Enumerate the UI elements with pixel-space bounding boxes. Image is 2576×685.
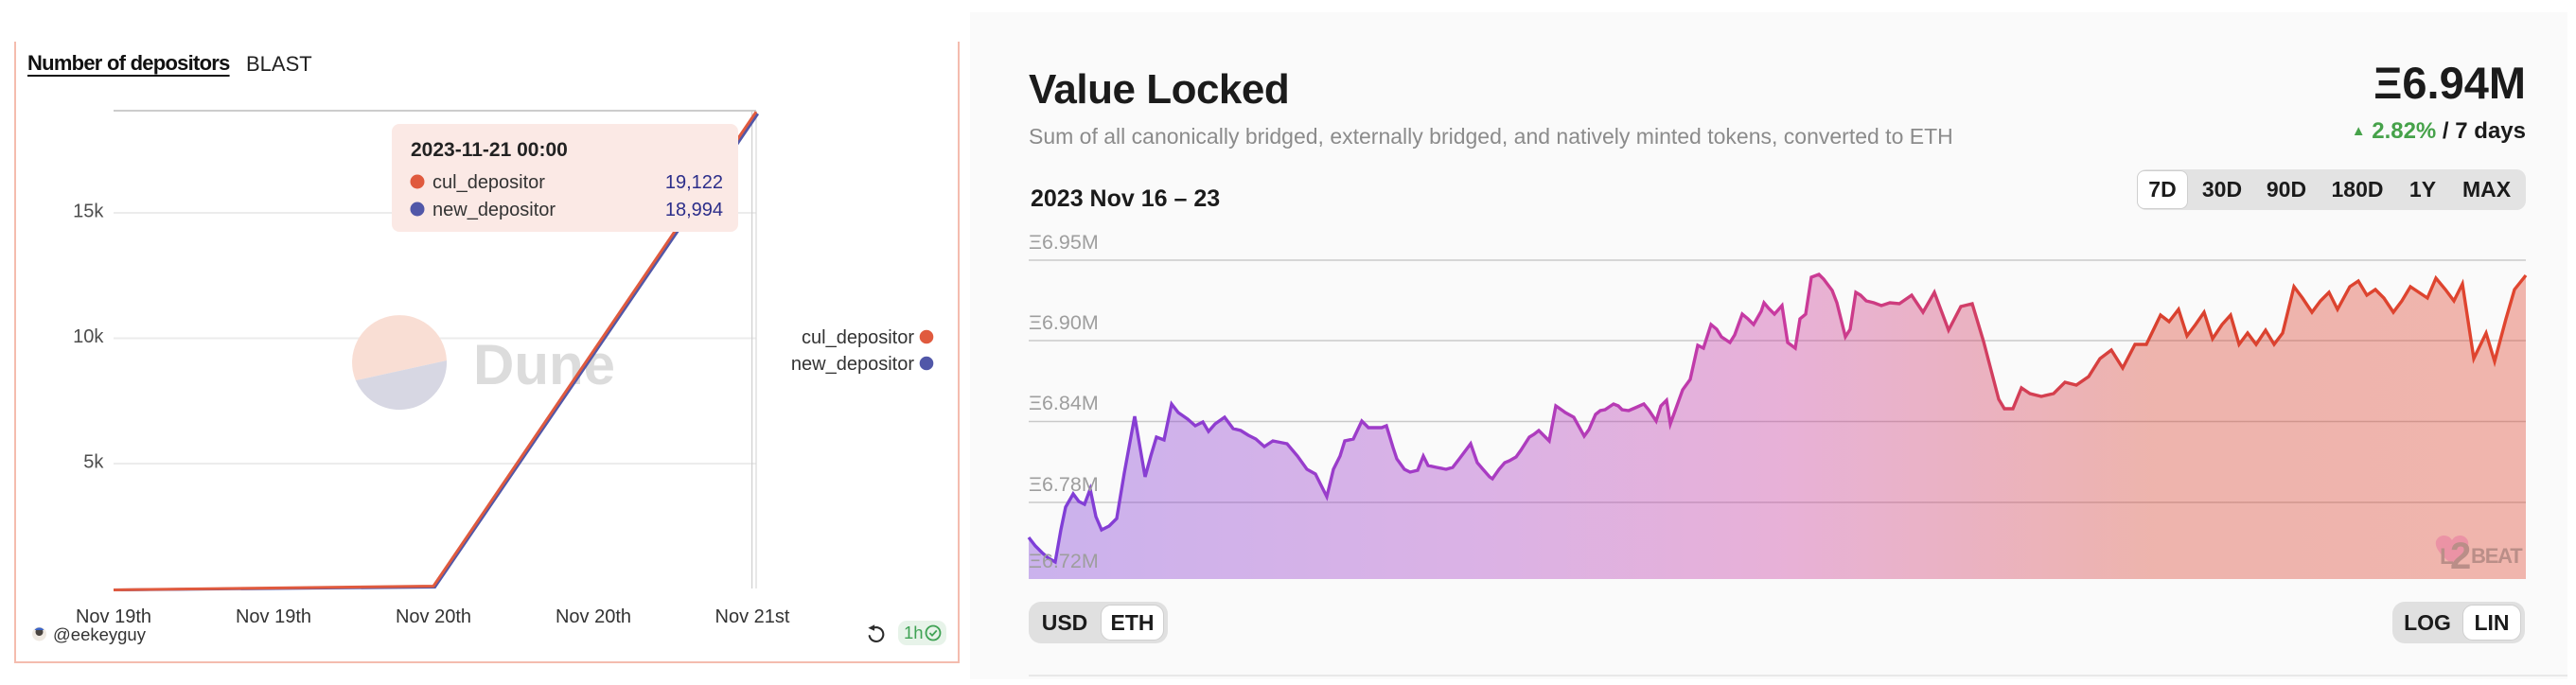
svg-text:Ξ6.95M: Ξ6.95M <box>1029 231 1099 254</box>
svg-text:5k: 5k <box>83 452 104 473</box>
svg-text:Dune: Dune <box>473 333 615 396</box>
svg-text:10k: 10k <box>73 326 104 347</box>
svg-text:Nov 20th: Nov 20th <box>396 606 471 627</box>
svg-text:new_depositor: new_depositor <box>432 200 556 220</box>
svg-text:Nov 19th: Nov 19th <box>236 606 311 627</box>
svg-text:18,994: 18,994 <box>665 200 723 220</box>
svg-text:Nov 21st: Nov 21st <box>715 606 790 627</box>
svg-text:15k: 15k <box>73 201 104 221</box>
svg-text:Nov 20th: Nov 20th <box>556 606 631 627</box>
svg-text:1h: 1h <box>904 623 924 642</box>
svg-text:BEAT: BEAT <box>2471 544 2523 568</box>
svg-text:new_depositor: new_depositor <box>791 354 914 375</box>
svg-text:Ξ6.72M: Ξ6.72M <box>1029 550 1099 572</box>
svg-text:Ξ6.84M: Ξ6.84M <box>1029 392 1099 414</box>
svg-text:Ξ6.78M: Ξ6.78M <box>1029 473 1099 496</box>
svg-text:Ξ6.90M: Ξ6.90M <box>1029 311 1099 334</box>
svg-text:L: L <box>2440 544 2454 570</box>
svg-text:@eekeyguy: @eekeyguy <box>53 624 147 644</box>
svg-text:cul_depositor: cul_depositor <box>802 327 914 348</box>
svg-text:Nov 19th: Nov 19th <box>76 606 151 627</box>
svg-text:19,122: 19,122 <box>665 172 723 193</box>
svg-text:2: 2 <box>2450 536 2471 577</box>
svg-text:cul_depositor: cul_depositor <box>432 172 545 193</box>
svg-text:2023-11-21 00:00: 2023-11-21 00:00 <box>411 139 568 161</box>
